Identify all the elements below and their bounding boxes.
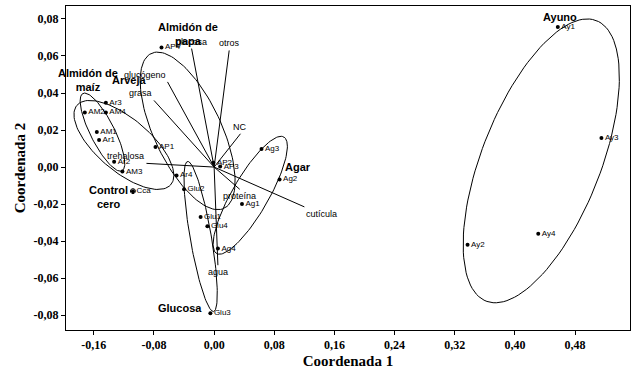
svg-text:Ayuno: Ayuno xyxy=(543,11,577,23)
svg-text:NC: NC xyxy=(233,122,246,132)
svg-text:-0,04: -0,04 xyxy=(34,234,59,248)
svg-text:glucógeno: glucógeno xyxy=(124,70,166,80)
svg-text:Ay4: Ay4 xyxy=(542,229,556,238)
svg-text:Ay2: Ay2 xyxy=(471,240,485,249)
svg-text:-0,16: -0,16 xyxy=(81,338,106,352)
svg-text:Ag3: Ag3 xyxy=(265,144,280,153)
svg-text:Coordenada 2: Coordenada 2 xyxy=(12,123,28,213)
svg-text:Ag4: Ag4 xyxy=(221,244,236,253)
svg-text:0,00: 0,00 xyxy=(38,160,59,174)
svg-text:cutícula: cutícula xyxy=(306,209,337,219)
svg-text:AM1: AM1 xyxy=(100,127,117,136)
svg-text:Ar4: Ar4 xyxy=(180,170,193,179)
svg-text:Coordenada 1: Coordenada 1 xyxy=(303,353,393,369)
svg-text:AM4: AM4 xyxy=(109,107,126,116)
svg-text:proteína: proteína xyxy=(223,191,256,201)
svg-text:AM3: AM3 xyxy=(126,167,143,176)
svg-text:AP1: AP1 xyxy=(159,142,175,151)
svg-text:0,04: 0,04 xyxy=(38,86,59,100)
svg-text:Controlcero: Controlcero xyxy=(89,184,128,210)
svg-text:0,48: 0,48 xyxy=(565,338,586,352)
svg-text:0,06: 0,06 xyxy=(38,49,59,63)
svg-text:AP2: AP2 xyxy=(217,158,233,167)
svg-text:Glu4: Glu4 xyxy=(211,221,228,230)
svg-text:AP3: AP3 xyxy=(224,162,240,171)
svg-text:otros: otros xyxy=(219,38,240,48)
svg-text:trehalosa: trehalosa xyxy=(107,151,144,161)
svg-text:Glucosa: Glucosa xyxy=(158,302,202,314)
svg-text:glucosa: glucosa xyxy=(176,37,207,47)
svg-text:Arveja: Arveja xyxy=(112,74,147,86)
svg-text:Glu3: Glu3 xyxy=(214,308,231,317)
svg-text:Glu1: Glu1 xyxy=(204,212,221,221)
svg-text:0,40: 0,40 xyxy=(504,338,525,352)
svg-text:Ar3: Ar3 xyxy=(109,98,122,107)
svg-text:Almidón demaíz: Almidón demaíz xyxy=(58,67,118,93)
svg-text:AP4: AP4 xyxy=(165,42,181,51)
svg-text:Almidón depapa: Almidón depapa xyxy=(158,21,218,47)
svg-text:-0,08: -0,08 xyxy=(141,338,166,352)
svg-text:0,16: 0,16 xyxy=(324,338,345,352)
svg-text:Ay1: Ay1 xyxy=(561,22,575,31)
svg-text:0,00: 0,00 xyxy=(204,338,225,352)
svg-text:-0,08: -0,08 xyxy=(34,308,59,322)
svg-text:-0,02: -0,02 xyxy=(34,197,59,211)
svg-text:Ag1: Ag1 xyxy=(245,199,260,208)
svg-text:0,24: 0,24 xyxy=(384,338,405,352)
svg-text:Ar2: Ar2 xyxy=(118,157,131,166)
svg-text:Ar1: Ar1 xyxy=(103,135,116,144)
svg-text:0,32: 0,32 xyxy=(444,338,465,352)
svg-text:0,02: 0,02 xyxy=(38,123,59,137)
svg-text:Cca: Cca xyxy=(136,186,151,195)
svg-text:0,08: 0,08 xyxy=(38,12,59,26)
svg-text:Glu2: Glu2 xyxy=(188,184,205,193)
svg-text:AM2: AM2 xyxy=(88,107,105,116)
svg-text:agua: agua xyxy=(208,267,228,277)
svg-text:grasa: grasa xyxy=(129,88,152,98)
svg-text:Ay3: Ay3 xyxy=(605,133,619,142)
svg-text:Ag2: Ag2 xyxy=(283,174,298,183)
svg-text:0,08: 0,08 xyxy=(264,338,285,352)
svg-text:Agar: Agar xyxy=(285,161,311,173)
svg-text:-0,06: -0,06 xyxy=(34,271,59,285)
